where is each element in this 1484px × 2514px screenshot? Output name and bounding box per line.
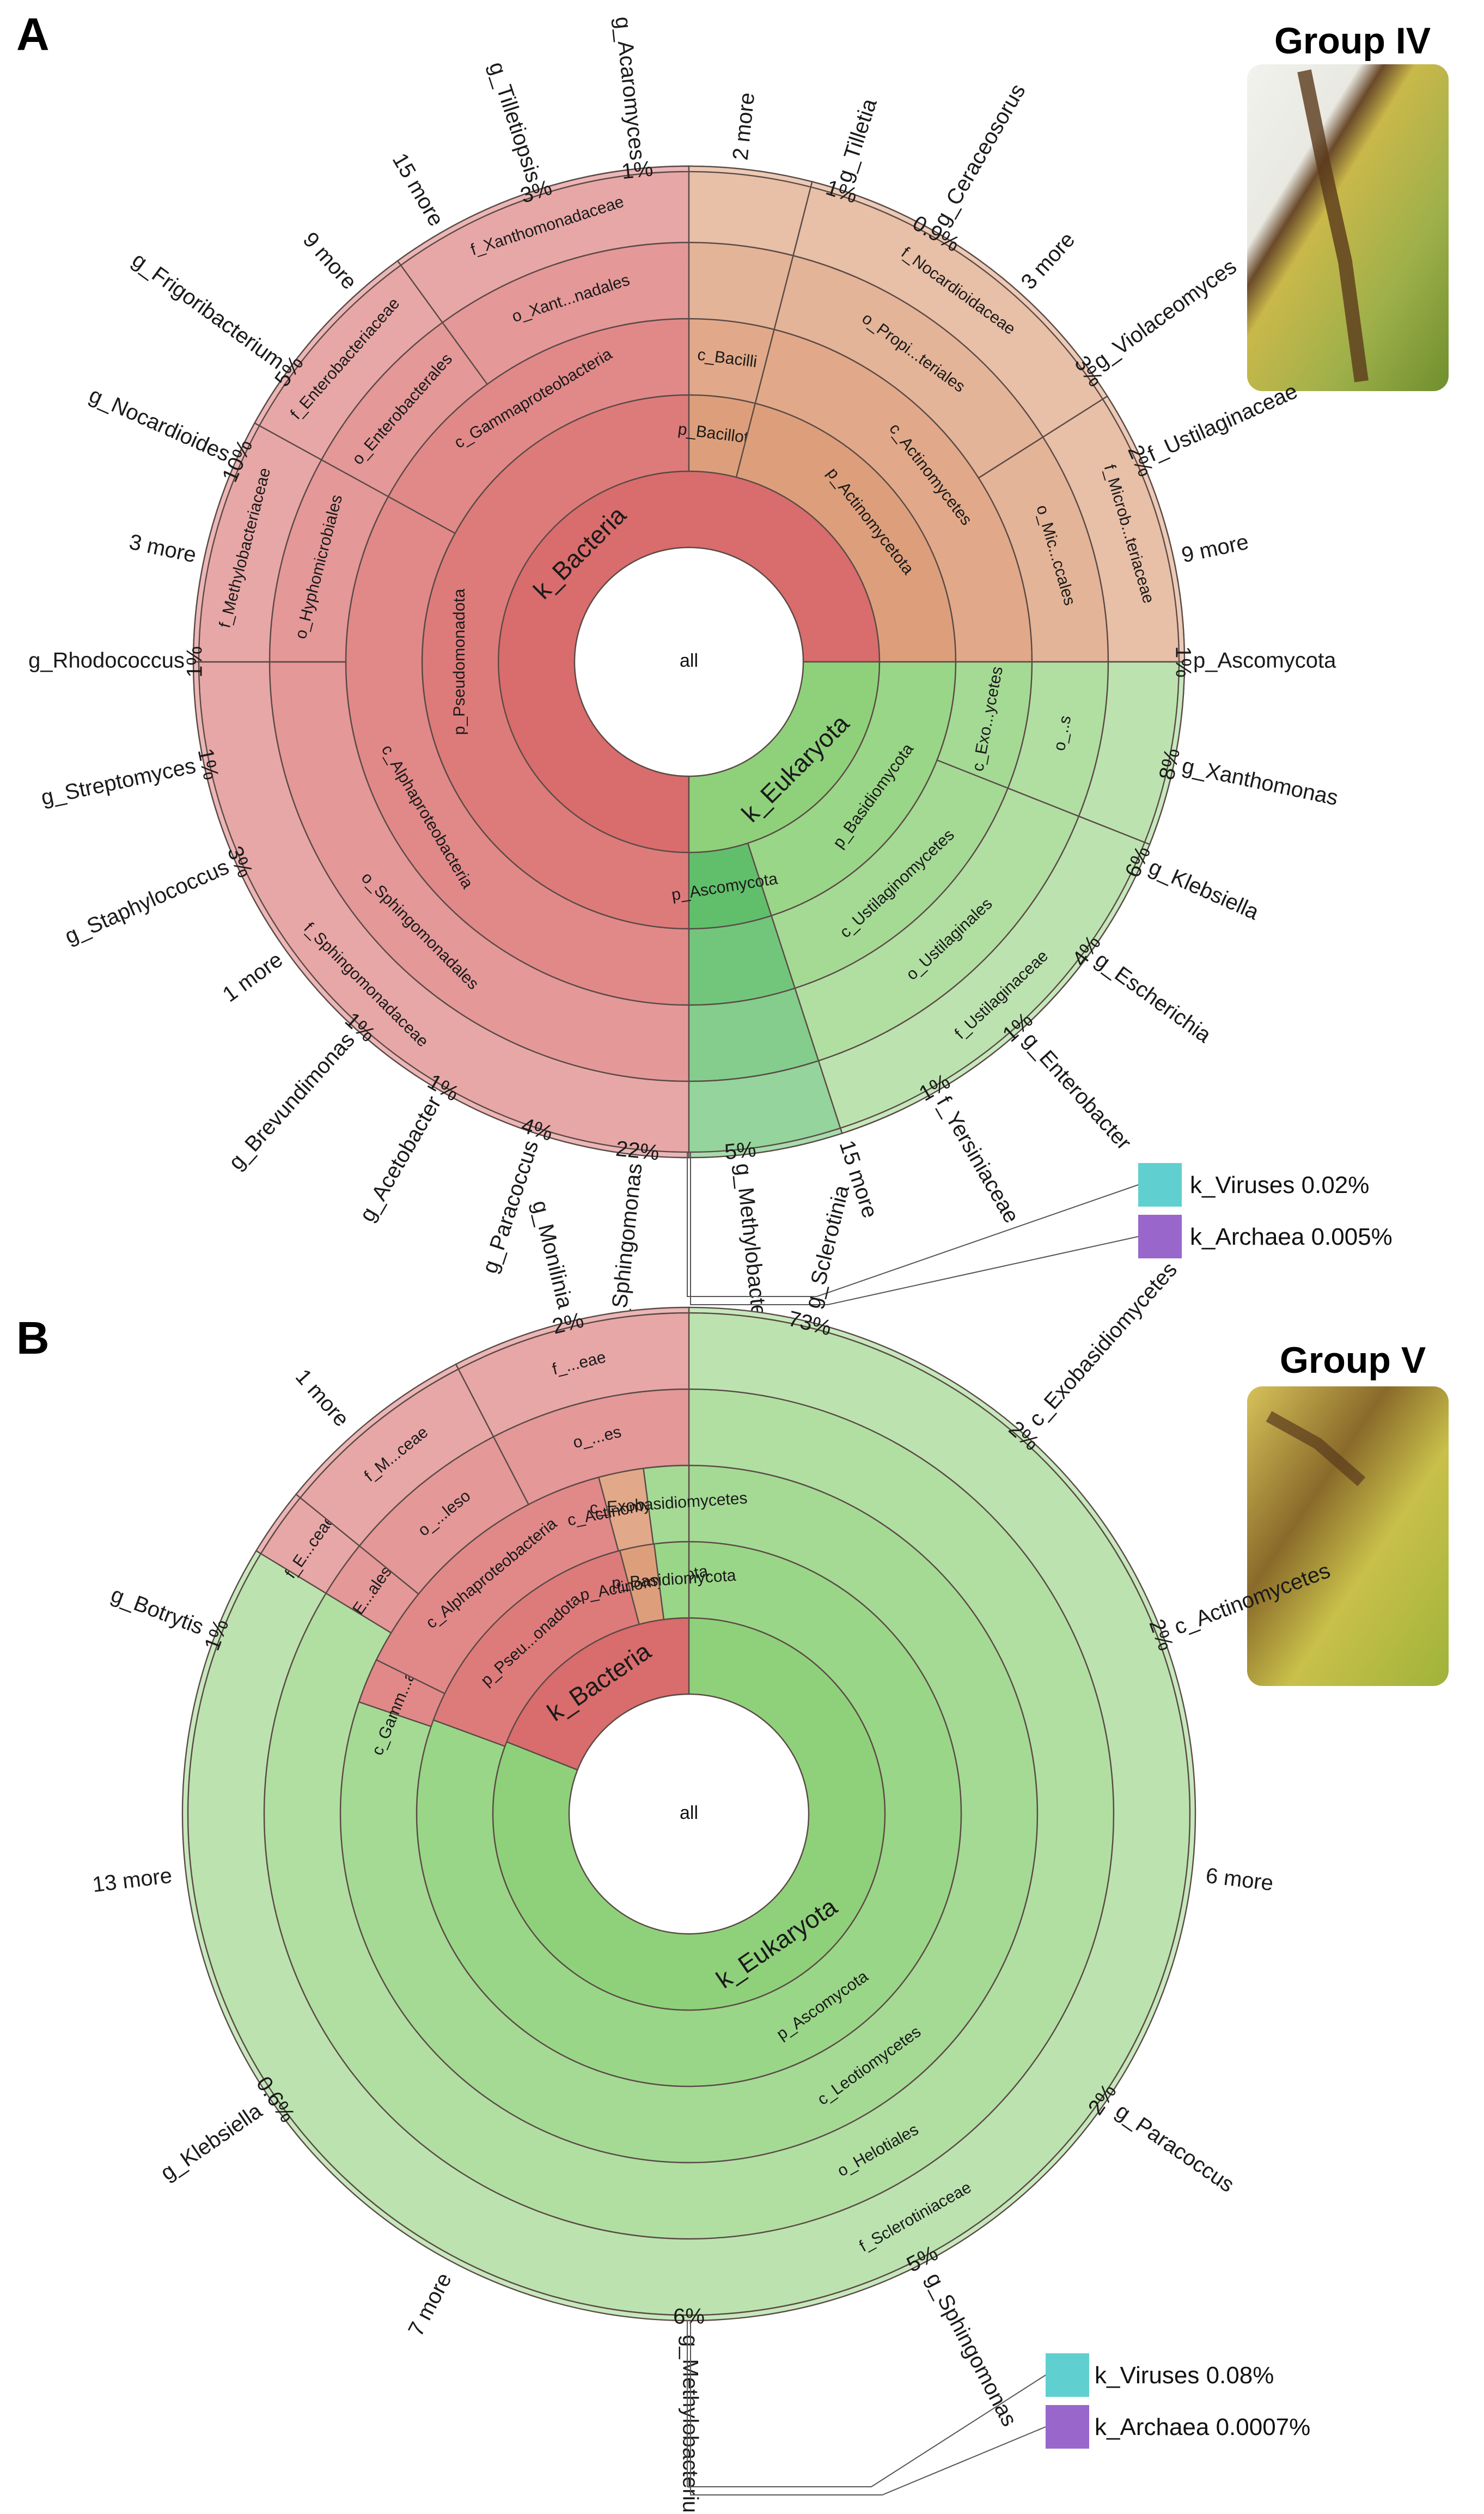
sunB-genus-label-g-botrytis: g_Botrytis (108, 1582, 207, 1639)
sunA-genus-label-p-ascomycota: p_Ascomycota (1193, 649, 1336, 673)
sunA-genus-label-3-more: 3 more (1016, 228, 1079, 294)
sunA-genus-percent-g-acaromyces: 1% (620, 157, 654, 184)
sunB-genus-label-g-klebsiella: g_Klebsiella (156, 2099, 267, 2186)
legend-a-archaea-leader (690, 1152, 1139, 1305)
sunA-genus-label-15-more: 15 more (388, 149, 448, 230)
panel-a-letter: A (16, 9, 50, 60)
sunA-genus-label-g-frigoribacterium: g_Frigoribacterium (128, 248, 289, 374)
sunA-center-label: all (680, 650, 698, 671)
sunB-genus-label-g-paracoccus: g_Paracoccus (1112, 2099, 1239, 2197)
panel-a: A Group IV k_Bacteriak_Eukaryotap_Pseudo… (16, 9, 1449, 1360)
sunB-genus-label-g-sphingomonas: g_Sphingomonas (921, 2269, 1022, 2430)
sunA-genus-label-9-more: 9 more (298, 228, 362, 294)
sunB-genus-label-g-sclerotinia: g_Sclerotinia (801, 1183, 854, 1311)
sunA-genus-percent-g-sphingomonas: 22% (615, 1137, 661, 1165)
sunA-genus-label-9-more: 9 more (1180, 530, 1251, 568)
legend-a-viruses-label: k_Viruses 0.02% (1190, 1172, 1369, 1198)
sunA-genus-label-g-sphingomonas: g_Sphingomonas (605, 1162, 646, 1333)
sunA-genus-label-g-ceraceosorus: g_Ceraceosorus (930, 80, 1030, 230)
sunA-genus-label-g-tilletiopsis: g_Tilletiopsis (484, 59, 546, 185)
sunA-genus-label-f-ustilaginaceae: f_Ustilaginaceae (1144, 379, 1301, 466)
sunA-ring-genus-segment-9[interactable] (688, 1127, 843, 1159)
sunA-genus-label-g-staphylococcus: g_Staphylococcus (62, 855, 233, 948)
sunA-genus-label-g-brevundimonas: g_Brevundimonas (224, 1028, 359, 1174)
sunA-genus-label-g-nocardioides: g_Nocardioides (86, 383, 234, 466)
sunA-genus-label-1-more: 1 more (218, 948, 288, 1007)
sunB-genus-label-6-more: 6 more (1205, 1864, 1275, 1896)
legend-b-viruses-swatch (1046, 2353, 1089, 2397)
sunB-genus-label-c-exobasidiomycetes: c_Exobasidiomycetes (1024, 1258, 1182, 1432)
sunA-genus-label-2-more: 2 more (728, 92, 759, 161)
legend-a-archaea-swatch (1138, 1215, 1182, 1258)
sunB-genus-label-1-more: 1 more (291, 1365, 353, 1431)
sunA-genus-percent-p-ascomycota: 1% (1171, 646, 1195, 678)
sunB-genus-label-7-more: 7 more (404, 2269, 456, 2340)
sunB-genus-label-13-more: 13 more (91, 1864, 173, 1897)
sunA-center-circle[interactable] (573, 546, 804, 777)
legend-b: k_Viruses 0.08% k_Archaea 0.0007% (687, 2321, 1310, 2495)
sunA-genus-label-g-acaromyces: g_Acaromyces (610, 15, 649, 161)
panel-b-group-title: Group V (1280, 1340, 1426, 1381)
sunA-genus-percent-g-methylobacterium: 5% (723, 1137, 757, 1165)
panel-b-leaf-lesion (1266, 1411, 1366, 1487)
panel-b-leaf-photo (1247, 1386, 1449, 1686)
panel-a-group-title: Group IV (1274, 20, 1431, 62)
legend-b-viruses-label: k_Viruses 0.08% (1095, 2362, 1274, 2389)
legend-b-archaea-leader (690, 2321, 1046, 2495)
legend-b-archaea-swatch (1046, 2405, 1089, 2449)
sunB-center-circle[interactable] (568, 1693, 810, 1935)
legend-b-viruses-leader (687, 2321, 1046, 2487)
sunA-genus-label-f-yersiniaceae: f_Yersiniaceae (932, 1092, 1024, 1227)
sunB-genus-label-g-monilinia: g_Monilinia (528, 1198, 577, 1311)
sunA-genus-label-g-streptomyces: g_Streptomyces (39, 754, 198, 810)
legend-a-archaea-label: k_Archaea 0.005% (1190, 1223, 1393, 1250)
sunB-center-label: all (680, 1803, 698, 1823)
sunA-genus-label-g-escherichia: g_Escherichia (1091, 948, 1216, 1048)
sunB-ring-genus-segment-3[interactable] (455, 1306, 690, 1370)
sunburst-b: k_Eukaryotak_Bacteriap_Ascomycotap_Pseu.… (91, 1183, 1333, 2514)
panel-b-letter: B (16, 1312, 50, 1363)
sunA-genus-label-g-xanthomonas: g_Xanthomonas (1180, 754, 1340, 811)
sunA-genus-label-g-acetobacter: g_Acetobacter (355, 1092, 446, 1226)
sunA-genus-label-g-rhodococcus: g_Rhodococcus (28, 649, 185, 673)
legend-a-viruses-swatch (1138, 1163, 1182, 1207)
sunA-label-p-pseudomonadota: p_Pseudomonadota (450, 588, 468, 735)
sunA-genus-label-g-klebsiella: g_Klebsiella (1145, 855, 1263, 924)
panel-b: B Group V k_Eukaryotak_Bacteriap_Ascomyc… (16, 1183, 1449, 2514)
legend-a: k_Viruses 0.02% k_Archaea 0.005% (687, 1152, 1393, 1305)
sunA-genus-label-g-violaceomyces: g_Violaceomyces (1089, 254, 1241, 374)
sunA-genus-percent-g-rhodococcus: 1% (183, 646, 207, 678)
sunA-genus-label-g-tilletia: g_Tilletia (832, 95, 882, 185)
legend-b-archaea-label: k_Archaea 0.0007% (1095, 2414, 1310, 2440)
sunB-genus-percent-g-methylobacterium: 6% (673, 2305, 705, 2329)
sunburst-a: k_Bacteriak_Eukaryotap_Pseudomonadotap_B… (28, 15, 1340, 1360)
panel-a-leaf-lesion (1297, 69, 1369, 382)
sunA-genus-label-g-enterobacter: g_Enterobacter (1018, 1028, 1136, 1155)
panel-a-leaf-photo (1247, 64, 1449, 391)
sunA-genus-label-3-more: 3 more (127, 530, 198, 568)
legend-a-viruses-leader (687, 1152, 1139, 1297)
